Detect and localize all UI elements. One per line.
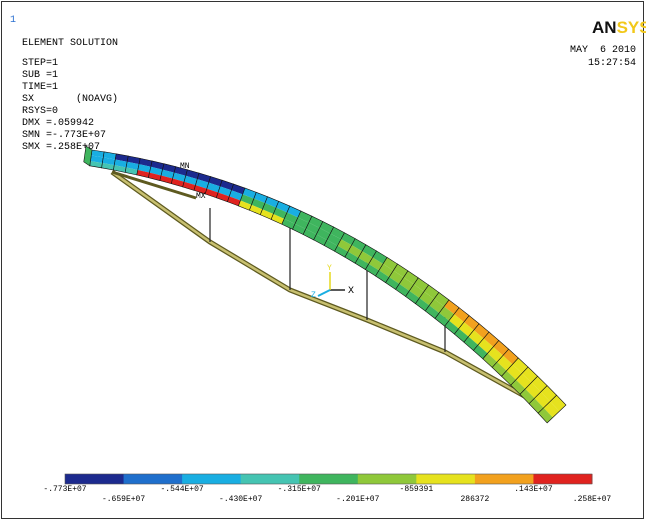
window-number: 1 — [10, 15, 16, 26]
x-axis-label: X — [348, 286, 354, 297]
plot-window: 1 ELEMENT SOLUTION STEP=1 SUB =1 TIME=1 … — [0, 0, 646, 521]
legend-label: 286372 — [460, 495, 489, 504]
max-marker: MX — [196, 192, 206, 201]
date: MAY 6 2010 — [570, 45, 636, 56]
min-marker: MN — [180, 162, 190, 171]
legend-swatch — [182, 474, 241, 484]
info-rsys: RSYS=0 — [22, 106, 58, 117]
legend-label: -.659E+07 — [102, 495, 145, 504]
logo: ANSYS — [592, 18, 646, 37]
legend-label: -.773E+07 — [43, 485, 86, 494]
z-axis-label: Z — [311, 291, 316, 300]
legend-label: -859391 — [400, 485, 434, 494]
legend-swatch — [65, 474, 124, 484]
page: {"window_number": "1", "info": {"title":… — [0, 0, 646, 521]
info-title: ELEMENT SOLUTION — [22, 38, 118, 49]
legend-swatch — [416, 474, 475, 484]
logo-light: SYS — [617, 18, 646, 37]
legend-label: -.201E+07 — [336, 495, 379, 504]
legend-swatch — [124, 474, 183, 484]
legend-label: .258E+07 — [573, 495, 612, 504]
y-axis-label: Y — [327, 264, 332, 273]
legend-label: .143E+07 — [514, 485, 553, 494]
info-item: SX — [22, 94, 34, 105]
info-time: TIME=1 — [22, 82, 58, 93]
legend-label: -.544E+07 — [161, 485, 204, 494]
info-dmx: DMX =.059942 — [22, 118, 94, 129]
info-smn: SMN =-.773E+07 — [22, 130, 106, 141]
legend-swatch — [475, 474, 534, 484]
legend-swatch — [358, 474, 417, 484]
info-sub: SUB =1 — [22, 70, 58, 81]
legend-swatch — [299, 474, 358, 484]
window-frame — [2, 2, 644, 519]
legend-swatch — [533, 474, 592, 484]
logo-dark: AN — [592, 18, 617, 37]
info-avg: (NOAVG) — [76, 93, 118, 105]
clock: 15:27:54 — [588, 58, 636, 69]
legend-swatch — [241, 474, 300, 484]
legend-label: -.430E+07 — [219, 495, 262, 504]
legend-label: -.315E+07 — [278, 485, 321, 494]
info-step: STEP=1 — [22, 58, 58, 69]
